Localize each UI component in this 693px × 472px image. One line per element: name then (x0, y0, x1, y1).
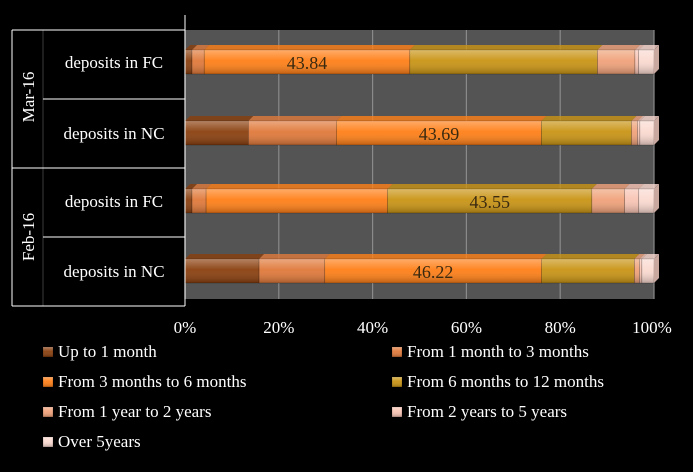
category-label: deposits in NC (63, 124, 164, 143)
bar-segment (324, 254, 547, 284)
data-label: 46.22 (413, 262, 454, 282)
bar-segment (597, 45, 640, 75)
bar-segment (591, 184, 630, 214)
data-label: 43.69 (419, 124, 460, 144)
bar-segment (248, 116, 342, 146)
legend-label: From 3 months to 6 months (58, 372, 246, 391)
bar-segment (258, 254, 330, 284)
bar-segment (387, 184, 597, 214)
bar-segment (191, 184, 212, 214)
category-label: deposits in NC (63, 262, 164, 281)
legend-item: Up to 1 month (42, 342, 157, 361)
bar-segment (637, 116, 645, 146)
data-labels: 43.84 43.69 43.55 46.22 (287, 53, 510, 282)
group-label: Feb-16 (19, 213, 38, 261)
bar-segment (409, 45, 603, 75)
category-label: deposits in FC (65, 192, 163, 211)
legend-label: From 6 months to 12 months (407, 372, 604, 391)
legend-item: Over 5years (42, 432, 141, 451)
bar-end (654, 45, 659, 74)
bar-segment (641, 254, 659, 284)
bar-segment (184, 116, 254, 146)
bar-segment (336, 116, 547, 146)
bar-segment (205, 184, 393, 214)
legend-label: From 2 years to 5 years (407, 402, 567, 421)
bar-segment (541, 254, 640, 284)
bar-end (654, 254, 659, 283)
bar-end (654, 184, 659, 213)
legend: Up to 1 month From 1 month to 3 months Fro… (42, 342, 604, 451)
legend-item: From 1 month to 3 months (391, 342, 589, 361)
bars (184, 45, 659, 284)
data-label: 43.84 (287, 53, 328, 73)
group-label: Mar-16 (19, 72, 38, 123)
legend-label: From 1 year to 2 years (58, 402, 211, 421)
bar-segment (639, 116, 659, 146)
bar-segment (191, 45, 210, 75)
x-tick-label: 100% (632, 318, 672, 337)
legend-item: From 6 months to 12 months (391, 372, 604, 391)
data-label: 43.55 (469, 192, 510, 212)
category-label: deposits in FC (65, 53, 163, 72)
legend-item: From 1 year to 2 years (42, 402, 211, 421)
bar-end (654, 116, 659, 145)
x-tick-label: 40% (357, 318, 388, 337)
x-tick-label: 0% (174, 318, 197, 337)
x-tick-label: 60% (451, 318, 482, 337)
legend-item: From 2 years to 5 years (391, 402, 567, 421)
legend-item: From 3 months to 6 months (42, 372, 246, 391)
legend-label: Over 5years (58, 432, 141, 451)
category-axis (11, 15, 186, 307)
bar-segment (184, 254, 265, 284)
x-tick-label: 20% (263, 318, 294, 337)
bar-segment (638, 184, 659, 214)
legend-label: Up to 1 month (58, 342, 157, 361)
x-tick-label: 80% (545, 318, 576, 337)
bar-segment (203, 45, 415, 75)
legend-label: From 1 month to 3 months (407, 342, 589, 361)
bar-segment (541, 116, 637, 146)
axes: 0% 20% 40% 60% 80% 100% deposits in FC deposits… (11, 15, 672, 337)
bar-segment (638, 45, 659, 75)
bar-segment (624, 184, 644, 214)
